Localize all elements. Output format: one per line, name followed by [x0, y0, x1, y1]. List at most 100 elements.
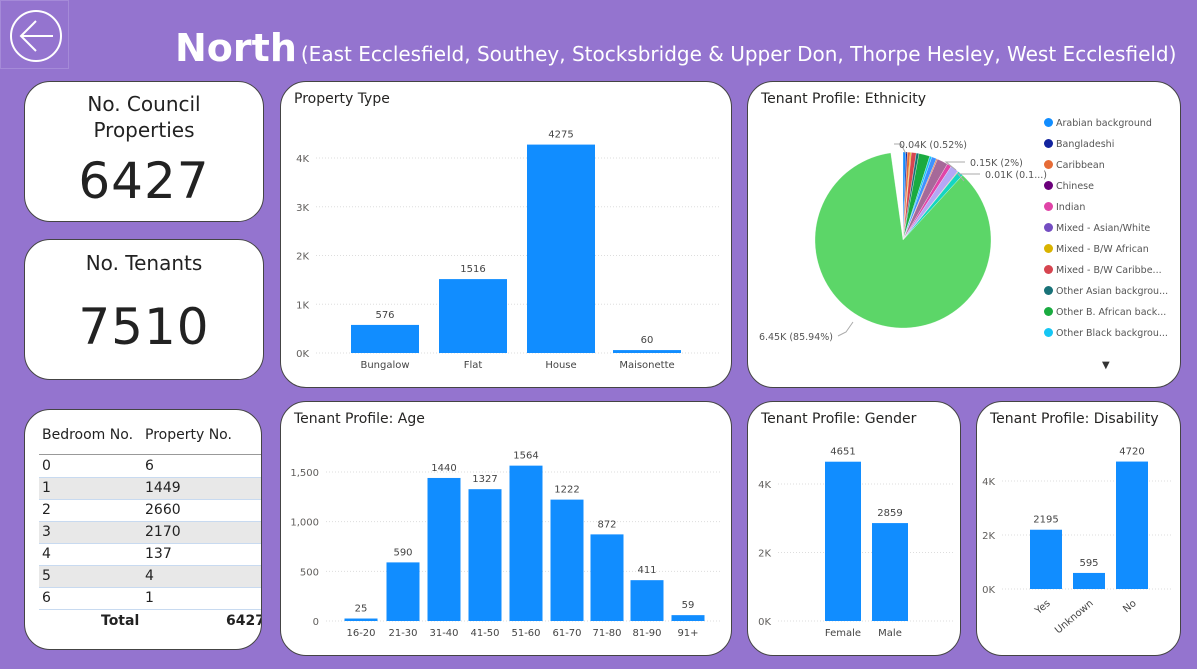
- x-tick-label: 31-40: [429, 628, 458, 639]
- legend-dot-icon: [1044, 160, 1053, 169]
- y-tick-label: 1,000: [290, 518, 319, 529]
- legend-label: Mixed - B/W Caribbe...: [1056, 265, 1162, 276]
- legend-label: Bangladeshi: [1056, 139, 1115, 150]
- chart-title: Tenant Profile: Ethnicity: [761, 91, 927, 107]
- x-tick-label: 16-20: [346, 628, 375, 639]
- gender-chart: Tenant Profile: Gender 0K 2K 4K 4651 Female 2…: [747, 401, 961, 656]
- legend-dot-icon: [1044, 244, 1053, 253]
- legend-item[interactable]: Other Asian backgrou...: [1044, 286, 1168, 297]
- x-tick-label: 81-90: [632, 628, 661, 639]
- legend-item[interactable]: Mixed - B/W Caribbe...: [1044, 265, 1162, 276]
- ethnicity-chart: Tenant Profile: Ethnicity 0.04K (0.52%) 0…: [747, 81, 1181, 388]
- legend-scroll-down-icon[interactable]: ▼: [1102, 360, 1110, 371]
- legend-item[interactable]: Indian: [1044, 202, 1085, 213]
- data-label: 59: [682, 600, 695, 611]
- bar: [1116, 461, 1148, 589]
- y-tick-label: 0K: [296, 349, 309, 360]
- bedroom-cell: 4: [42, 546, 51, 562]
- legend-item[interactable]: Arabian background: [1044, 118, 1152, 129]
- data-label: 60: [641, 335, 654, 346]
- chart-title: Property Type: [294, 91, 390, 107]
- kpi-council-properties: No. Council Properties 6427: [24, 81, 264, 222]
- total-value: 6427: [226, 613, 262, 629]
- y-tick-label: 4K: [982, 477, 995, 488]
- kpi-label: No. Council: [87, 92, 201, 116]
- table-header: Bedroom No. Property No.: [39, 425, 261, 455]
- property-type-chart: Property Type 0K 1K 2K 3K 4K 576 Bungalow 1516 F…: [280, 81, 732, 388]
- data-label: 1564: [513, 451, 538, 462]
- y-tick-label: 500: [300, 567, 319, 578]
- table-row[interactable]: 1 1449: [39, 478, 261, 500]
- chart-title: Tenant Profile: Age: [294, 411, 425, 427]
- x-tick-label: Male: [878, 628, 902, 639]
- legend-item[interactable]: Mixed - B/W African: [1044, 244, 1149, 255]
- legend-label: Other B. African back...: [1056, 307, 1167, 318]
- x-tick-label: Female: [825, 628, 861, 639]
- property-count-cell: 1449: [145, 480, 181, 496]
- back-button[interactable]: [0, 0, 69, 69]
- legend-dot-icon: [1044, 118, 1053, 127]
- legend-dot-icon: [1044, 139, 1053, 148]
- property-count-cell: 137: [145, 546, 172, 562]
- legend-label: Mixed - B/W African: [1056, 244, 1149, 255]
- table-row[interactable]: 3 2170: [39, 522, 261, 544]
- legend-item[interactable]: Bangladeshi: [1044, 139, 1114, 150]
- data-label: 411: [637, 565, 656, 576]
- y-tick-label: 2K: [982, 531, 995, 542]
- x-tick-label: 21-30: [388, 628, 417, 639]
- data-label: 872: [597, 519, 616, 530]
- x-tick-label: Bungalow: [360, 360, 409, 371]
- legend-item[interactable]: Chinese: [1044, 181, 1094, 192]
- property-count-cell: 2660: [145, 502, 181, 518]
- legend-dot-icon: [1044, 286, 1053, 295]
- data-label: 25: [355, 604, 368, 615]
- property-count-cell: 4: [145, 568, 154, 584]
- kpi-tenants: No. Tenants 7510: [24, 239, 264, 380]
- legend-item[interactable]: Caribbean: [1044, 160, 1105, 171]
- disability-chart: Tenant Profile: Disability 0K 2K 4K 2195 Yes…: [976, 401, 1181, 656]
- data-label: 1222: [554, 485, 579, 496]
- legend-item[interactable]: Mixed - Asian/White: [1044, 223, 1150, 234]
- legend-dot-icon: [1044, 328, 1053, 337]
- y-tick-label: 0K: [982, 585, 995, 596]
- table-row[interactable]: 4 137: [39, 544, 261, 566]
- y-tick-label: 2K: [758, 549, 771, 560]
- column-header[interactable]: Property No.: [145, 427, 232, 443]
- kpi-label: Properties: [93, 118, 195, 142]
- bedroom-cell: 2: [42, 502, 51, 518]
- x-tick-label: Unknown: [1053, 598, 1096, 636]
- legend-dot-icon: [1044, 223, 1053, 232]
- x-tick-label: 91+: [677, 628, 698, 639]
- data-label: 1327: [472, 474, 497, 485]
- legend-item[interactable]: Other Black backgrou...: [1044, 328, 1168, 339]
- legend-label: Mixed - Asian/White: [1056, 223, 1151, 234]
- pie-data-label: 0.04K (0.52%): [899, 140, 967, 151]
- bedroom-cell: 0: [42, 458, 51, 474]
- age-chart: Tenant Profile: Age 0 500 1,000 1,500 25 16-2…: [280, 401, 732, 656]
- legend-label: Other Black backgrou...: [1056, 328, 1168, 339]
- column-header[interactable]: Bedroom No.: [42, 427, 134, 443]
- property-count-cell: 2170: [145, 524, 181, 540]
- property-count-cell: 6: [145, 458, 154, 474]
- legend-label: Indian: [1056, 202, 1086, 213]
- leader-line: [956, 173, 980, 182]
- bedroom-cell: 5: [42, 568, 51, 584]
- data-label: 2195: [1033, 515, 1058, 526]
- data-label: 4275: [548, 130, 573, 141]
- y-tick-label: 3K: [296, 203, 309, 214]
- bar: [872, 523, 908, 621]
- x-tick-label: No: [1121, 598, 1138, 615]
- x-tick-label: Flat: [464, 360, 483, 371]
- legend-dot-icon: [1044, 307, 1053, 316]
- bedroom-table: Bedroom No. Property No. 0 6 1 1449 2 2660 3 21…: [24, 409, 262, 650]
- table-row[interactable]: 2 2660: [39, 500, 261, 522]
- y-tick-label: 0K: [758, 617, 771, 628]
- legend-item[interactable]: Other B. African back...: [1044, 307, 1166, 318]
- legend-dot-icon: [1044, 202, 1053, 211]
- bar: [468, 489, 502, 621]
- page-title: North (East Ecclesfield, Southey, Stocksb…: [175, 26, 1176, 70]
- y-tick-label: 1K: [296, 300, 309, 311]
